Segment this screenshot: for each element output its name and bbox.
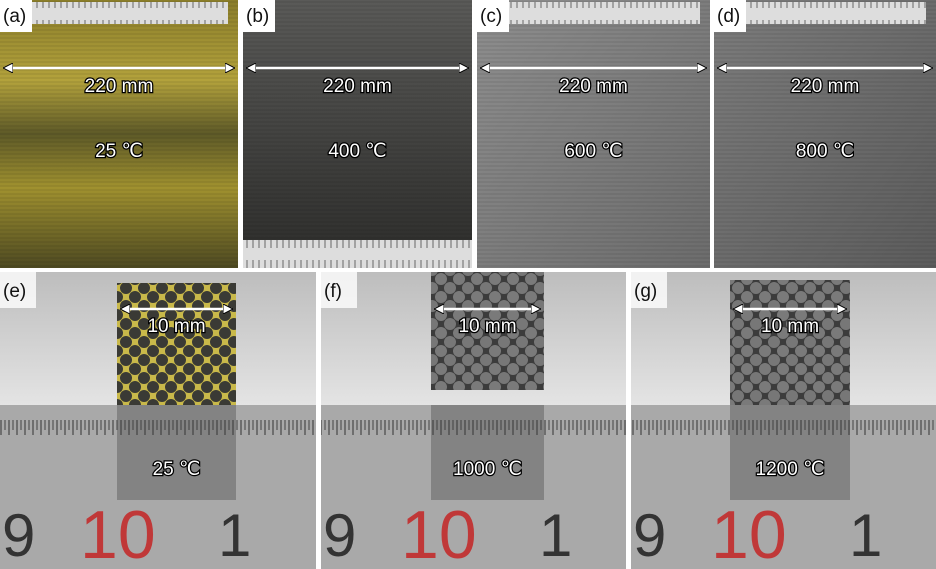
panel-label: (b) [246, 6, 269, 27]
ruler-digit: 1 [218, 502, 251, 569]
ruler [243, 240, 472, 268]
ruler [30, 2, 228, 24]
ruler-digit: 10 [401, 497, 477, 569]
temperature: 800 ℃ [796, 141, 854, 162]
reflection [117, 405, 236, 500]
panel-label: (g) [634, 281, 657, 302]
panel-label: (c) [480, 6, 502, 27]
temperature: 400 ℃ [328, 141, 386, 162]
panel-label: (e) [3, 281, 26, 302]
sample [117, 283, 236, 405]
figure: (a) 220 mm 25 ℃ (b) 220 mm 400 ℃ (c) 220 mm 600 … [0, 0, 936, 569]
temperature: 1200 ℃ [756, 459, 825, 480]
ruler-digit: 9 [633, 502, 666, 569]
texture [0, 0, 238, 268]
reflection [431, 405, 544, 500]
dimension: 10 mm [458, 316, 516, 337]
texture [714, 0, 936, 268]
dimension: 220 mm [559, 76, 628, 97]
ruler-digit: 10 [80, 497, 156, 569]
dimension: 10 mm [147, 316, 205, 337]
ruler-digit: 9 [2, 502, 35, 569]
ruler-digit: 9 [323, 502, 356, 569]
ruler-digit: 10 [711, 497, 787, 569]
temperature: 1000 ℃ [453, 459, 522, 480]
reflection [730, 405, 850, 500]
ruler-digit: 1 [849, 502, 882, 569]
temperature: 25 ℃ [153, 459, 201, 480]
panel-label: (f) [324, 281, 342, 302]
dimension: 220 mm [85, 76, 154, 97]
dimension: 10 mm [761, 316, 819, 337]
temperature: 600 ℃ [564, 141, 622, 162]
texture [243, 0, 472, 268]
ruler-digit: 1 [539, 502, 572, 569]
temperature: 25 ℃ [95, 141, 143, 162]
panel-label: (a) [3, 6, 26, 27]
ruler [507, 2, 700, 24]
sample [730, 280, 850, 405]
panel-label: (d) [717, 6, 740, 27]
texture [477, 0, 710, 268]
ruler [744, 2, 926, 24]
dimension: 220 mm [791, 76, 860, 97]
dimension: 220 mm [323, 76, 392, 97]
